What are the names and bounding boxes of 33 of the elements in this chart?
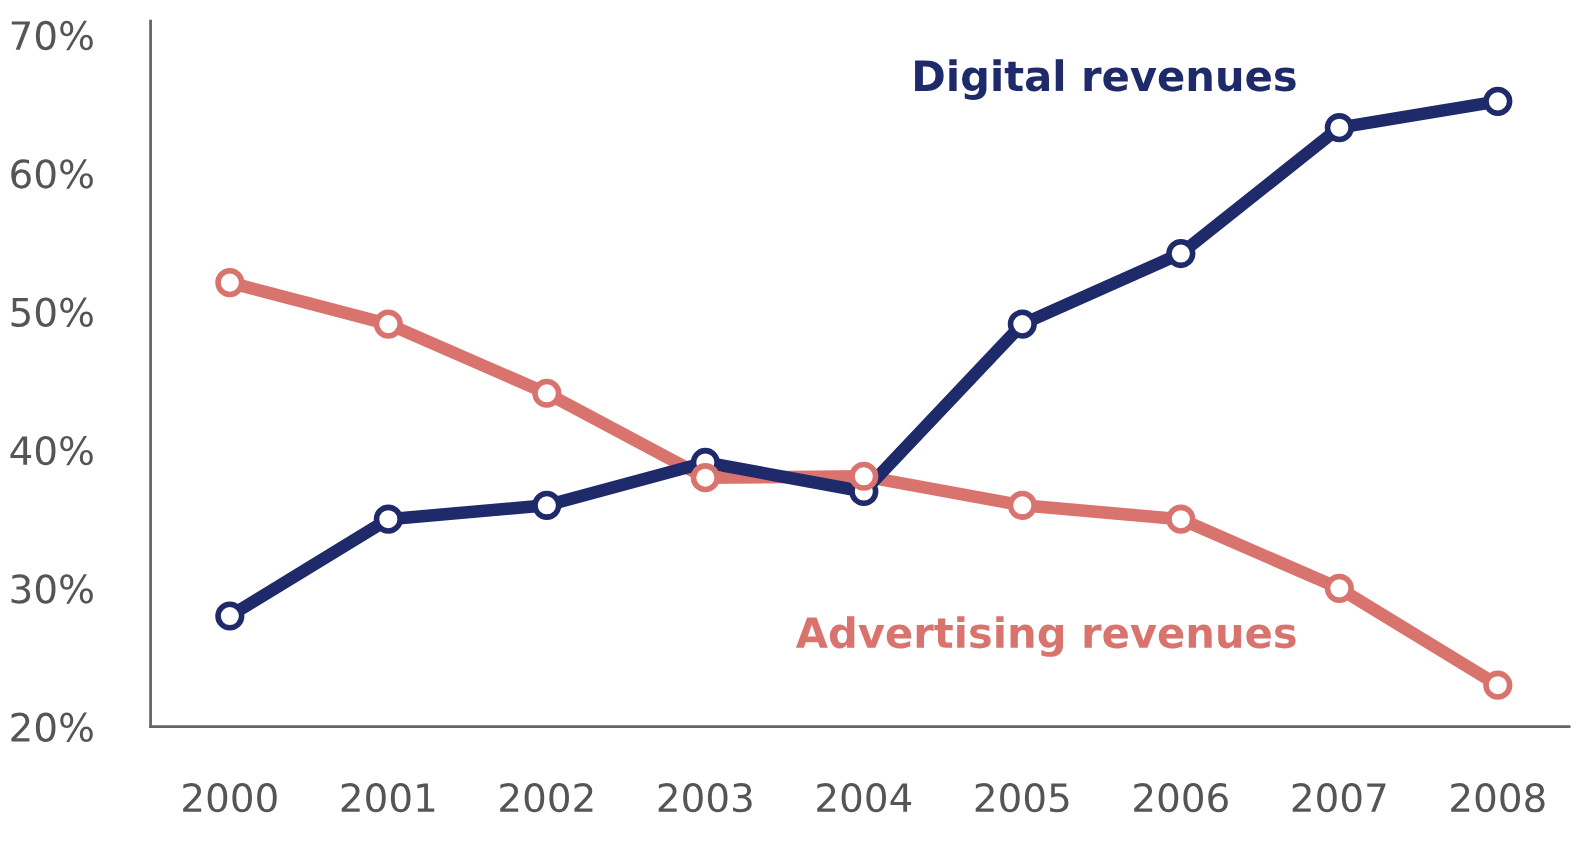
x-tick-label: 2004 bbox=[817, 782, 912, 813]
point bbox=[373, 504, 403, 534]
point bbox=[1483, 86, 1513, 116]
point bbox=[532, 490, 562, 520]
x-tick-label: 2006 bbox=[1134, 782, 1228, 813]
x-tick-label: 2002 bbox=[500, 782, 593, 813]
point bbox=[1007, 309, 1037, 339]
x-tick-label: 2003 bbox=[658, 782, 752, 813]
y-tick-label: 60% bbox=[11, 159, 93, 189]
point bbox=[215, 601, 245, 631]
y-tick-label: 70% bbox=[11, 20, 93, 51]
series-label: Advertising revenues bbox=[795, 616, 1296, 657]
x-tick-label: 2000 bbox=[183, 782, 277, 813]
point bbox=[215, 268, 245, 298]
point bbox=[1324, 573, 1354, 603]
point bbox=[1166, 504, 1196, 534]
point bbox=[1166, 238, 1196, 269]
point bbox=[1007, 490, 1037, 520]
x-tick-label: 2007 bbox=[1292, 782, 1386, 813]
series-label: Digital revenues bbox=[915, 59, 1296, 100]
point bbox=[1324, 113, 1354, 143]
point bbox=[690, 463, 720, 493]
y-tick-label: 40% bbox=[10, 435, 93, 466]
point bbox=[532, 378, 562, 408]
point bbox=[373, 309, 403, 339]
y-tick-label: 30% bbox=[11, 574, 93, 604]
x-tick-label: 2005 bbox=[975, 782, 1069, 813]
point bbox=[849, 461, 879, 491]
y-tick-label: 20% bbox=[11, 712, 93, 743]
point bbox=[1483, 670, 1513, 700]
x-tick-label: 2008 bbox=[1451, 782, 1545, 813]
y-tick-label: 50% bbox=[11, 297, 93, 327]
x-tick-label: 2001 bbox=[341, 782, 435, 813]
